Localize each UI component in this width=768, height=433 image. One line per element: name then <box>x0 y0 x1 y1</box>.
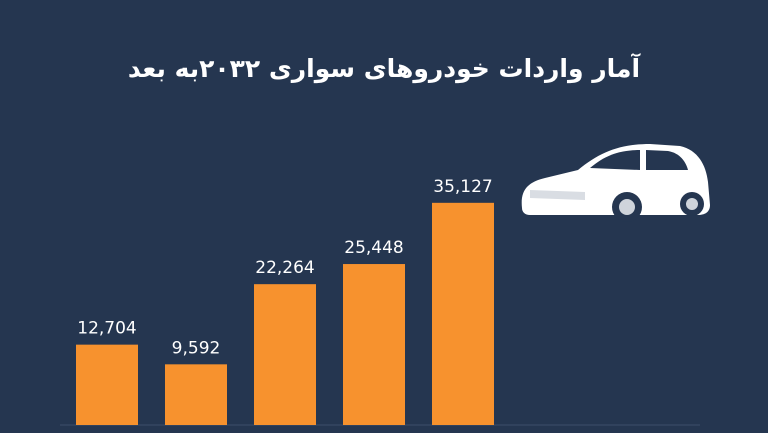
car-icon <box>521 144 710 222</box>
bar <box>432 202 494 425</box>
value-label: 35,127 <box>433 177 492 197</box>
bar <box>343 264 405 425</box>
value-label: 22,264 <box>255 258 314 278</box>
chart-title: آمار واردات خودروهای سواری ۲۰۳۲به بعد <box>128 53 642 84</box>
value-label: 25,448 <box>344 238 403 258</box>
bar <box>165 364 227 425</box>
value-label: 12,704 <box>77 319 136 339</box>
bar <box>254 284 316 425</box>
bar <box>76 344 138 425</box>
value-label: 9,592 <box>172 338 221 358</box>
